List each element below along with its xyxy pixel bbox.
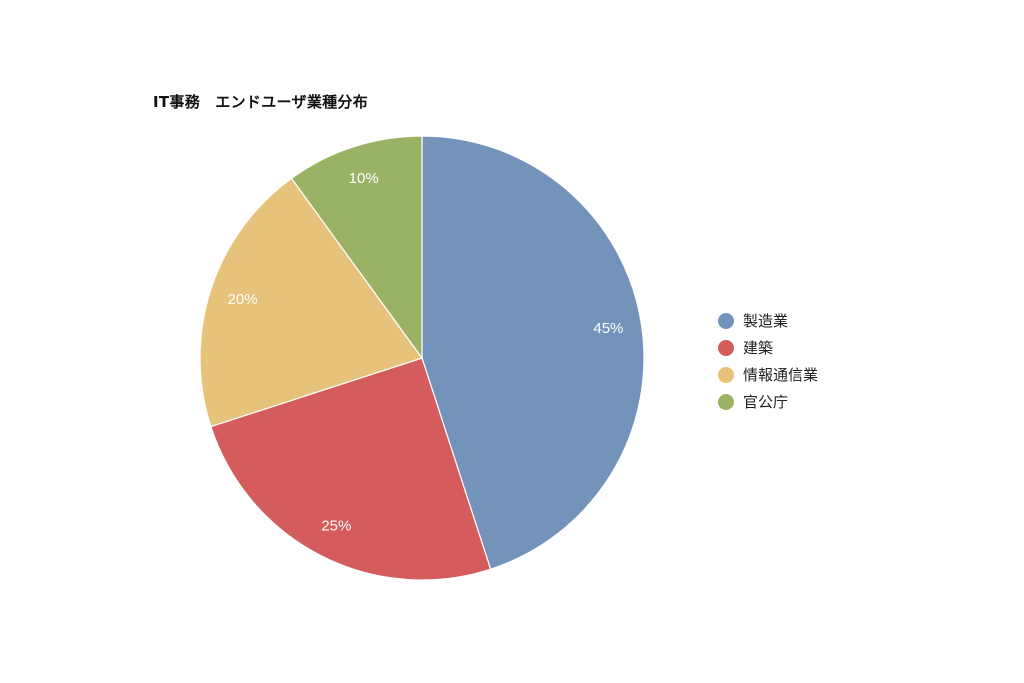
legend-marker [718,339,734,356]
legend-marker [718,393,734,410]
data-label-construction: 25% [321,518,351,535]
legend-label: 情報通信業 [743,366,819,384]
pie-slice-information-communication [199,177,423,428]
legend-item-information-communication: 情報通信業 [718,361,818,388]
data-label-government: 10% [349,170,379,187]
legend-item-government: 官公庁 [718,388,818,415]
data-label-manufacturing: 45% [593,320,623,337]
data-label-information-communication: 20% [228,291,258,308]
legend-item-construction: 建築 [718,334,818,361]
pie-slices [199,135,645,581]
pie-slice-government [290,135,423,360]
pie-data-labels: 45% 25% 20% 10% [228,170,624,535]
chart-legend: 製造業建築情報通信業官公庁 [718,307,818,415]
chart-title: IT事務 エンドユーザ業種分布 [153,93,369,111]
legend-marker [718,312,734,329]
legend-label: 官公庁 [743,393,789,411]
pie-slice-manufacturing [421,135,645,570]
legend-label: 製造業 [743,312,789,330]
pie-slice-construction [210,357,492,581]
legend-item-manufacturing: 製造業 [718,307,818,334]
legend-marker [718,366,734,383]
legend-label: 建築 [743,339,774,357]
